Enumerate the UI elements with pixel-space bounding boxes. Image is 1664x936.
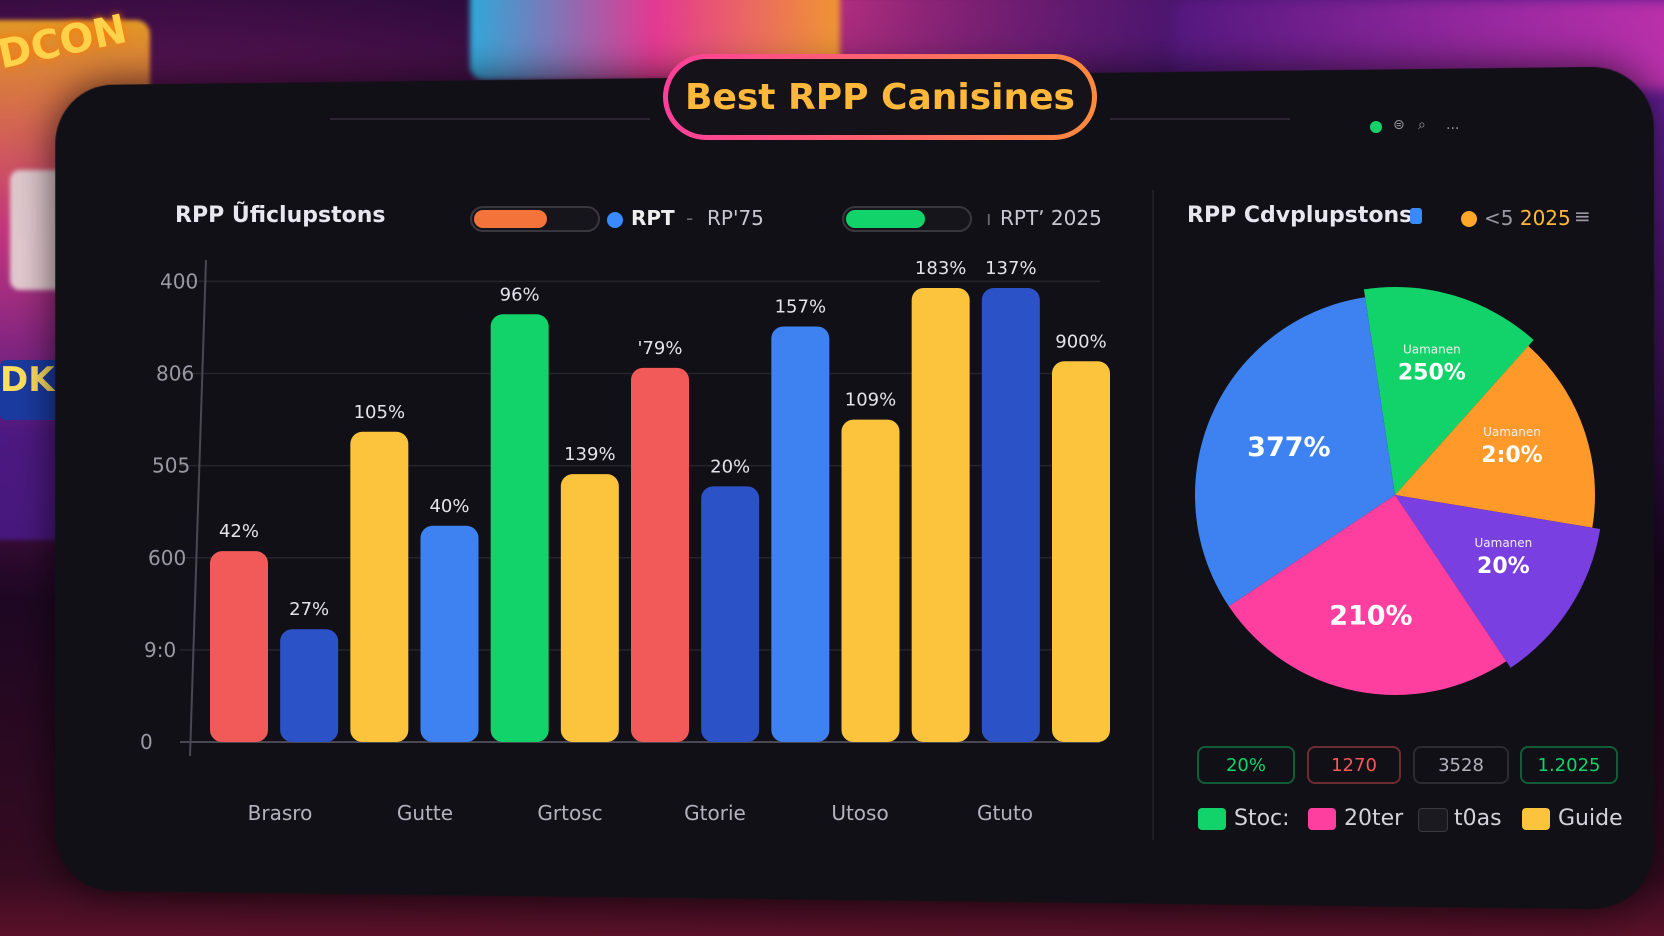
bar bbox=[911, 287, 970, 742]
pie-chart: Uamanen 250% Uamanen 2:0% Uamanen 20% 210% 377% bbox=[1195, 287, 1601, 695]
background-neon-sign-small: DK bbox=[0, 360, 60, 420]
bar bbox=[210, 551, 268, 742]
stat-box[interactable]: 1.2025 bbox=[1520, 746, 1618, 784]
bar bbox=[701, 486, 760, 742]
pie-chart-title: RPP Cdvplupstons bbox=[1187, 203, 1413, 228]
bar-data-label: 96% bbox=[500, 284, 540, 305]
bar-data-label: 40% bbox=[429, 496, 469, 517]
y-tick-label: 600 bbox=[148, 546, 186, 570]
pie-legend-swatch bbox=[1308, 808, 1336, 830]
pie-legend-square-icon bbox=[1410, 208, 1422, 224]
pie-slice bbox=[1395, 345, 1595, 528]
pie-year-filter[interactable]: <5 2025 bbox=[1484, 206, 1571, 230]
pie-legend-label: 20ter bbox=[1344, 806, 1404, 831]
section-divider bbox=[1152, 190, 1154, 840]
bar-data-label: 139% bbox=[564, 444, 615, 465]
search-icon[interactable]: ⌕ bbox=[1418, 117, 1426, 133]
bar bbox=[560, 474, 619, 742]
pie-slice-label: 377% bbox=[1247, 432, 1330, 463]
toggle-rpt-2025[interactable] bbox=[842, 206, 972, 232]
bar-data-label: 105% bbox=[354, 402, 405, 423]
pie-slice-label: 250% bbox=[1398, 360, 1466, 385]
bar bbox=[841, 419, 900, 742]
bar-data-label: 183% bbox=[915, 260, 966, 279]
stat-box[interactable]: 3528 bbox=[1413, 746, 1509, 784]
legend-separator: - bbox=[686, 206, 694, 230]
bar bbox=[771, 326, 830, 742]
pie-legend-swatch bbox=[1198, 808, 1226, 830]
pie-slice-name: Uamanen bbox=[1475, 536, 1533, 550]
y-tick-label: 0 bbox=[140, 730, 153, 754]
pie-legend-label: t0as bbox=[1454, 806, 1502, 831]
pie-legend-swatch bbox=[1418, 808, 1448, 832]
legend-label-rpt: RPT bbox=[631, 206, 675, 230]
pie-slice bbox=[1195, 297, 1395, 607]
x-category-label: Brasro bbox=[248, 801, 313, 825]
pie-legend-swatch bbox=[1522, 808, 1550, 830]
stat-box[interactable]: 1270 bbox=[1307, 746, 1401, 784]
pie-slice-label: 20% bbox=[1477, 554, 1530, 579]
bar bbox=[420, 525, 479, 742]
bar bbox=[490, 314, 549, 742]
stat-box[interactable]: 20% bbox=[1197, 746, 1295, 784]
x-category-label: Grtosc bbox=[537, 801, 602, 825]
bar-data-label: 157% bbox=[775, 297, 826, 318]
x-category-label: Gtuto bbox=[977, 801, 1033, 825]
toggle-rpt[interactable] bbox=[470, 206, 600, 232]
legend-sub-rp75: RP'75 bbox=[707, 206, 764, 230]
bar-chart-title: RPP Ũficlupstons bbox=[175, 203, 386, 228]
bar bbox=[350, 431, 409, 742]
title-pill: Best RPP Canisines bbox=[663, 54, 1097, 140]
header-line-left bbox=[330, 118, 650, 120]
y-tick-label: 9:0 bbox=[144, 638, 176, 662]
bar-data-label: 27% bbox=[289, 599, 329, 620]
x-category-label: Utoso bbox=[831, 801, 888, 825]
pie-slice bbox=[1395, 495, 1601, 668]
y-axis bbox=[189, 260, 207, 757]
pie-slice-label: 210% bbox=[1329, 601, 1412, 632]
pie-year-prefix: <5 bbox=[1484, 206, 1514, 230]
status-dot-icon bbox=[1370, 121, 1382, 133]
minimize-icon[interactable]: ⊜ bbox=[1393, 117, 1405, 133]
bar bbox=[280, 629, 339, 742]
legend-dot-icon bbox=[607, 212, 623, 228]
x-category-label: Gutte bbox=[397, 801, 453, 825]
toggle-fill bbox=[846, 210, 925, 228]
bar bbox=[1052, 361, 1110, 742]
bar-data-label: 42% bbox=[219, 521, 259, 542]
bar-data-label: 20% bbox=[710, 456, 750, 477]
bar bbox=[631, 367, 689, 742]
pie-legend-label: Stoc: bbox=[1234, 806, 1290, 831]
toggle-fill bbox=[474, 210, 547, 228]
pie-slice bbox=[1363, 287, 1534, 495]
bar bbox=[981, 287, 1040, 742]
bar-data-label: 137% bbox=[985, 260, 1036, 279]
more-icon[interactable]: ... bbox=[1446, 117, 1460, 133]
y-tick-label: 400 bbox=[160, 269, 198, 293]
page-title: Best RPP Canisines bbox=[685, 76, 1075, 118]
pie-legend-dot-icon bbox=[1461, 211, 1477, 227]
pie-slice bbox=[1228, 495, 1507, 695]
bar-data-label: 900% bbox=[1055, 331, 1106, 352]
pie-year-value: 2025 bbox=[1519, 206, 1571, 230]
bar-chart: 0 9:0 600 505 806 400 42% 27% 105% 40% 96% 139% '79%… bbox=[140, 260, 1110, 825]
legend-sub-2025: RPTʼ 2025 bbox=[1000, 206, 1102, 230]
bar-data-label: '79% bbox=[638, 338, 683, 359]
header-line-right bbox=[1110, 118, 1290, 120]
y-tick-label: 806 bbox=[156, 362, 194, 386]
pie-legend-label: Guide bbox=[1558, 806, 1623, 831]
pie-slice-name: Uamanen bbox=[1483, 425, 1541, 439]
pie-slice-name: Uamanen bbox=[1403, 342, 1461, 356]
legend-separator: ı bbox=[986, 206, 992, 230]
menu-icon[interactable]: ≡ bbox=[1574, 204, 1591, 228]
x-category-label: Gtorie bbox=[684, 801, 746, 825]
pie-slice-label: 2:0% bbox=[1481, 443, 1542, 468]
bar-data-label: 109% bbox=[845, 390, 896, 411]
y-tick-label: 505 bbox=[152, 454, 190, 478]
